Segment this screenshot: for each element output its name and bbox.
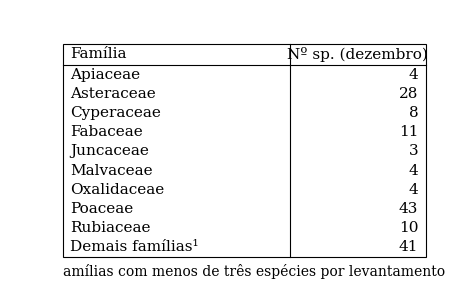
Text: 28: 28 <box>399 87 418 101</box>
Text: 10: 10 <box>399 221 418 235</box>
Text: amílias com menos de três espécies por levantamento: amílias com menos de três espécies por l… <box>63 264 445 279</box>
Text: 3: 3 <box>409 144 418 158</box>
Text: Fabaceae: Fabaceae <box>70 125 143 139</box>
Text: 11: 11 <box>399 125 418 139</box>
Text: 4: 4 <box>409 183 418 197</box>
Text: Poaceae: Poaceae <box>70 202 133 216</box>
Text: Malvaceae: Malvaceae <box>70 164 153 178</box>
Text: 4: 4 <box>409 67 418 82</box>
Text: 4: 4 <box>409 164 418 178</box>
Text: Cyperaceae: Cyperaceae <box>70 106 161 120</box>
Text: 41: 41 <box>399 240 418 254</box>
Text: Juncaceae: Juncaceae <box>70 144 149 158</box>
Text: Apiaceae: Apiaceae <box>70 67 140 82</box>
Text: Família: Família <box>70 47 127 61</box>
Text: 43: 43 <box>399 202 418 216</box>
Text: Nº sp. (dezembro): Nº sp. (dezembro) <box>288 47 429 62</box>
Text: Asteraceae: Asteraceae <box>70 87 156 101</box>
Text: 8: 8 <box>409 106 418 120</box>
Text: Demais famílias¹: Demais famílias¹ <box>70 240 199 254</box>
Text: Oxalidaceae: Oxalidaceae <box>70 183 165 197</box>
Text: Rubiaceae: Rubiaceae <box>70 221 150 235</box>
